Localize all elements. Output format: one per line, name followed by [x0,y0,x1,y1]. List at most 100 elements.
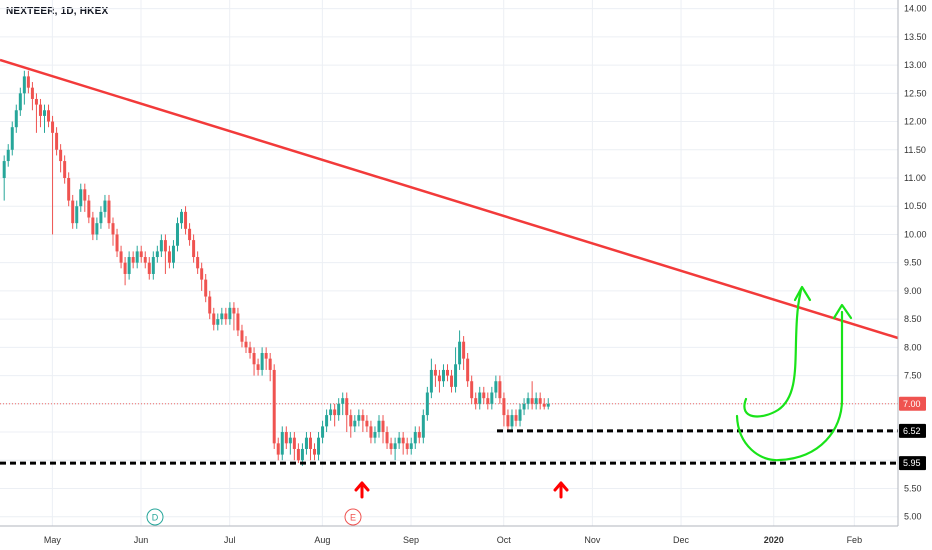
candle-down [87,200,91,218]
candle-down [67,178,71,201]
price-tick-label: 11.00 [904,173,926,183]
price-tick-label: 8.50 [904,314,922,324]
candle-down [232,307,236,314]
price-tag-support_upper-bg [899,423,926,438]
candle-down [482,392,486,399]
candle-down [313,448,317,455]
time-tick-label: 2020 [764,535,784,545]
candle-up [518,409,522,421]
candle-down [365,420,369,427]
candle-down [208,296,212,314]
candle-up [127,257,131,274]
price-tick-label: 9.00 [904,286,922,296]
price-tick-label: 14.00 [904,4,927,14]
time-tick-label: Sep [403,535,419,545]
descending-trendline [0,58,899,340]
candle-down [63,161,67,178]
candle-up [510,415,514,427]
candle-up [458,341,462,365]
candle-down [38,104,42,116]
candle-up [317,437,321,455]
candle-up [95,223,99,235]
candle-down [498,381,502,399]
candle-down [264,353,268,359]
earnings-event-circle [344,508,362,526]
candle-down [349,415,353,427]
projection-path-2 [735,310,844,462]
candle-down [196,257,200,269]
candle-down [51,121,55,133]
support-lines [0,429,898,465]
candle-down [538,398,542,404]
grid-lines [0,0,898,526]
dividend-event-circle [146,508,164,526]
candle-down [184,211,188,229]
candle-down [284,432,288,444]
candle-down [514,415,518,421]
projection-arrowhead-2 [832,303,853,320]
candle-up [441,369,445,382]
candle-down [502,398,506,416]
candle-down [466,358,470,382]
candle-down [542,403,546,407]
candle-down [107,200,111,224]
candle-up [175,223,179,246]
candle-up [79,189,83,207]
candle-up [151,257,155,274]
candle-up [10,127,14,150]
candle-down [506,415,510,427]
price-tick-label: 8.00 [904,342,922,352]
candle-down [47,110,51,122]
candle-down [446,369,449,376]
candle-up [300,448,304,461]
price-tag-last-bg [899,396,926,411]
candle-up [546,403,550,407]
time-tick-label: May [44,535,62,545]
symbol-title: NEXTEER, 1D, HKEX [6,6,109,17]
candle-down [111,223,115,235]
candle-down [470,381,474,399]
candle-down [276,443,280,455]
candle-down [224,313,228,320]
candle-up [43,110,46,116]
candle-down [405,443,409,449]
candle-down [30,87,34,99]
candle-down [385,432,389,444]
candle-down [200,268,204,280]
price-tag-support_lower-bg [899,456,926,471]
candle-up [99,211,103,224]
candle-down [252,353,256,365]
candle-up [413,432,417,444]
candle-down [268,358,272,370]
candle-up [155,251,159,258]
price-tick-label: 12.50 [904,88,927,98]
candle-down [486,398,490,404]
candle-up [159,240,163,252]
price-tick-label: 13.50 [904,32,927,42]
candle-up [353,420,357,427]
projection-arrowhead-1 [793,285,812,302]
time-axis[interactable]: May Jun Jul Aug Sep Oct Nov Dec 2020 Feb [0,525,898,545]
candle-up [522,403,526,410]
candle-down [389,443,393,449]
candle-up [135,251,139,263]
candle-up [393,443,397,449]
time-tick-label: Jun [134,535,149,545]
candle-down [59,149,63,162]
candle-up [216,319,220,325]
candle-down [333,409,337,416]
price-tick-label: 5.00 [904,512,922,522]
candle-up [220,313,224,320]
candle-up [260,353,264,370]
candle-down [71,200,75,224]
candle-down [369,426,373,438]
candle-down [401,437,405,444]
candle-down [236,313,240,331]
price-tick-label: 13.00 [904,60,927,70]
up-arrow-marker [553,481,569,499]
price-tag-support_lower: 5.95 [903,458,921,468]
dividend-event-label: D [152,513,159,523]
time-tick-label: Feb [847,535,863,545]
price-tag-last: 7.00 [903,399,921,409]
